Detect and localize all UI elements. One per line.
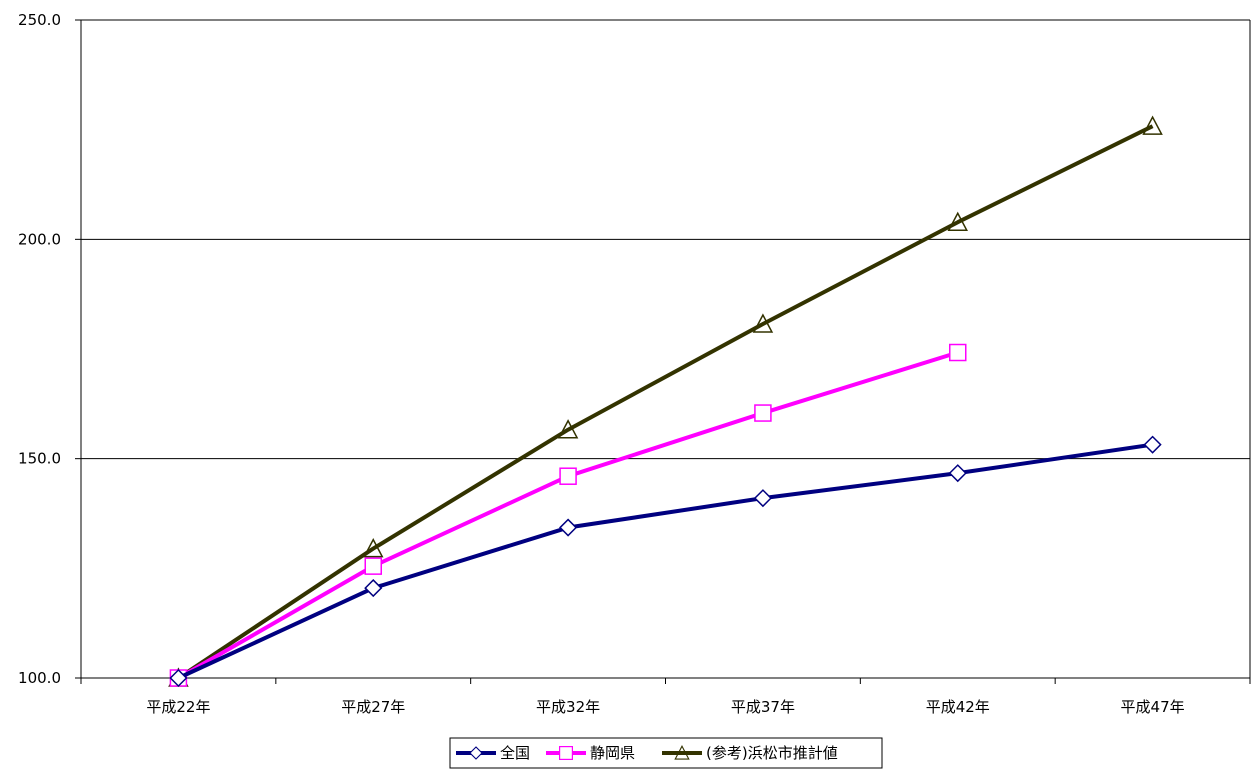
data-point <box>950 465 966 481</box>
legend: 全国 静岡県 (参考)浜松市推計値 <box>450 738 882 768</box>
data-point <box>365 558 381 574</box>
data-point <box>950 345 966 361</box>
legend-label: 静岡県 <box>590 744 635 762</box>
x-tick-label: 平成27年 <box>341 698 405 716</box>
data-point <box>1144 117 1162 134</box>
legend-item: 静岡県 <box>546 744 635 762</box>
series-2 <box>169 117 1161 686</box>
x-tick-label: 平成37年 <box>731 698 795 716</box>
series-line <box>178 353 957 678</box>
data-point <box>365 580 381 596</box>
data-point <box>560 520 576 536</box>
series-line <box>178 445 1152 678</box>
x-tick-label: 平成32年 <box>536 698 600 716</box>
legend-label: 全国 <box>500 744 530 762</box>
legend-label: (参考)浜松市推計値 <box>706 744 838 762</box>
data-point <box>1145 437 1161 453</box>
data-point <box>755 490 771 506</box>
y-tick-label: 200.0 <box>18 230 61 248</box>
series-0 <box>170 437 1160 686</box>
grid-lines <box>81 20 1250 678</box>
series-1 <box>170 345 965 686</box>
y-tick-label: 150.0 <box>18 450 61 468</box>
x-tick-label: 平成22年 <box>146 698 210 716</box>
x-tick-label: 平成42年 <box>926 698 990 716</box>
axes <box>75 20 1250 684</box>
legend-marker <box>560 747 573 760</box>
x-tick-labels: 平成22年 平成27年 平成32年 平成37年 平成42年 平成47年 <box>146 698 1184 716</box>
y-tick-label: 250.0 <box>18 11 61 29</box>
y-tick-labels: 100.0 150.0 200.0 250.0 <box>18 11 61 687</box>
data-point <box>755 405 771 421</box>
y-tick-label: 100.0 <box>18 669 61 687</box>
series-lines <box>169 117 1161 686</box>
data-point <box>560 468 576 484</box>
x-tick-label: 平成47年 <box>1121 698 1185 716</box>
